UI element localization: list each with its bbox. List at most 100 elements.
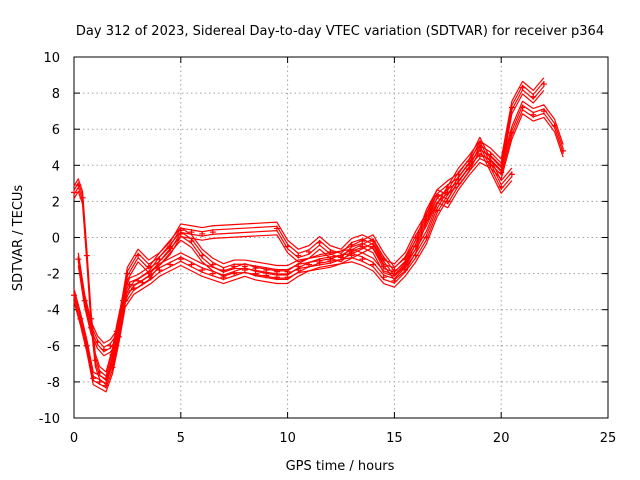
x-tick-label: 5 bbox=[177, 431, 185, 446]
series-trace bbox=[77, 140, 513, 348]
y-axis-label: SDTVAR / TECUs bbox=[11, 185, 26, 292]
data-point bbox=[92, 357, 99, 364]
x-tick-label: 20 bbox=[493, 431, 510, 446]
y-tick-label: 0 bbox=[52, 232, 60, 247]
data-point bbox=[327, 257, 334, 264]
data-point bbox=[444, 183, 451, 190]
data-point bbox=[90, 375, 97, 382]
data-point bbox=[295, 266, 302, 273]
series-layer bbox=[71, 77, 567, 393]
data-point bbox=[316, 259, 323, 266]
data-point bbox=[434, 207, 441, 214]
data-point bbox=[209, 261, 216, 268]
series-trace bbox=[77, 136, 513, 344]
data-point bbox=[412, 252, 419, 259]
data-point bbox=[380, 263, 387, 270]
series-trace bbox=[73, 100, 564, 373]
data-point bbox=[540, 108, 547, 115]
data-point bbox=[498, 183, 505, 190]
y-tick-label: 8 bbox=[52, 87, 60, 102]
data-point bbox=[130, 285, 137, 292]
x-tick-label: 25 bbox=[600, 431, 617, 446]
data-point bbox=[252, 270, 259, 277]
data-point bbox=[231, 270, 238, 277]
data-point bbox=[370, 261, 377, 268]
chart-title: Day 312 of 2023, Sidereal Day-to-day VTE… bbox=[76, 24, 604, 39]
data-point bbox=[188, 261, 195, 268]
data-point bbox=[273, 268, 280, 275]
data-point bbox=[199, 266, 206, 273]
series-trace bbox=[73, 109, 564, 382]
data-point bbox=[284, 268, 291, 275]
data-point bbox=[305, 248, 312, 255]
data-point bbox=[273, 225, 280, 232]
data-point bbox=[530, 93, 537, 100]
data-point bbox=[348, 241, 355, 248]
data-point bbox=[423, 234, 430, 241]
data-point bbox=[96, 369, 103, 376]
data-point bbox=[348, 252, 355, 259]
series-trace bbox=[73, 90, 545, 393]
data-point bbox=[370, 243, 377, 250]
data-point bbox=[316, 239, 323, 246]
data-point bbox=[423, 216, 430, 223]
y-tick-label: 6 bbox=[52, 123, 60, 138]
data-point bbox=[560, 147, 567, 154]
data-point bbox=[188, 229, 195, 236]
y-tick-label: -2 bbox=[47, 268, 60, 283]
data-point bbox=[79, 194, 86, 201]
data-point bbox=[81, 297, 88, 304]
data-point bbox=[338, 252, 344, 259]
data-point bbox=[402, 266, 409, 273]
series-satellite-tracks-c bbox=[75, 136, 515, 357]
data-point bbox=[167, 261, 174, 268]
x-tick-label: 10 bbox=[279, 431, 296, 446]
x-tick-label: 15 bbox=[386, 431, 403, 446]
data-point bbox=[519, 104, 526, 111]
data-point bbox=[156, 256, 163, 263]
data-point bbox=[359, 256, 366, 263]
data-point bbox=[434, 192, 441, 199]
data-point bbox=[263, 272, 270, 279]
data-point bbox=[75, 182, 82, 189]
data-point bbox=[476, 140, 483, 147]
data-point bbox=[530, 111, 537, 118]
data-point bbox=[284, 274, 291, 281]
data-point bbox=[209, 270, 216, 277]
y-tick-label: 10 bbox=[43, 51, 60, 66]
data-point bbox=[380, 274, 387, 281]
data-point bbox=[109, 364, 116, 371]
data-point bbox=[220, 274, 227, 281]
y-tick-label: -10 bbox=[39, 412, 60, 427]
data-point bbox=[156, 266, 163, 273]
x-tick-label: 0 bbox=[70, 431, 78, 446]
data-point bbox=[83, 252, 90, 259]
data-point bbox=[96, 378, 103, 385]
data-point bbox=[455, 176, 462, 183]
data-point bbox=[391, 266, 398, 273]
data-point bbox=[113, 333, 120, 340]
data-point bbox=[199, 230, 206, 237]
data-point bbox=[295, 252, 302, 259]
data-point bbox=[71, 189, 77, 196]
data-point bbox=[359, 238, 366, 245]
data-point bbox=[107, 342, 114, 349]
data-point bbox=[139, 279, 146, 286]
data-point bbox=[466, 162, 473, 169]
data-point bbox=[508, 171, 515, 178]
data-point bbox=[145, 263, 152, 270]
x-axis-label: GPS time / hours bbox=[286, 459, 395, 474]
data-point bbox=[284, 243, 291, 250]
y-tick-label: -6 bbox=[47, 340, 60, 355]
data-point bbox=[135, 252, 142, 259]
series-trace bbox=[77, 149, 513, 357]
data-point bbox=[103, 382, 110, 389]
data-point bbox=[77, 315, 84, 322]
x-tick-labels: 0 5 10 15 20 25 bbox=[70, 431, 616, 446]
y-tick-label: 2 bbox=[52, 195, 60, 210]
data-point bbox=[508, 104, 515, 111]
data-point bbox=[71, 292, 77, 299]
data-point bbox=[402, 256, 409, 263]
data-point bbox=[100, 346, 107, 353]
data-point bbox=[487, 162, 494, 169]
